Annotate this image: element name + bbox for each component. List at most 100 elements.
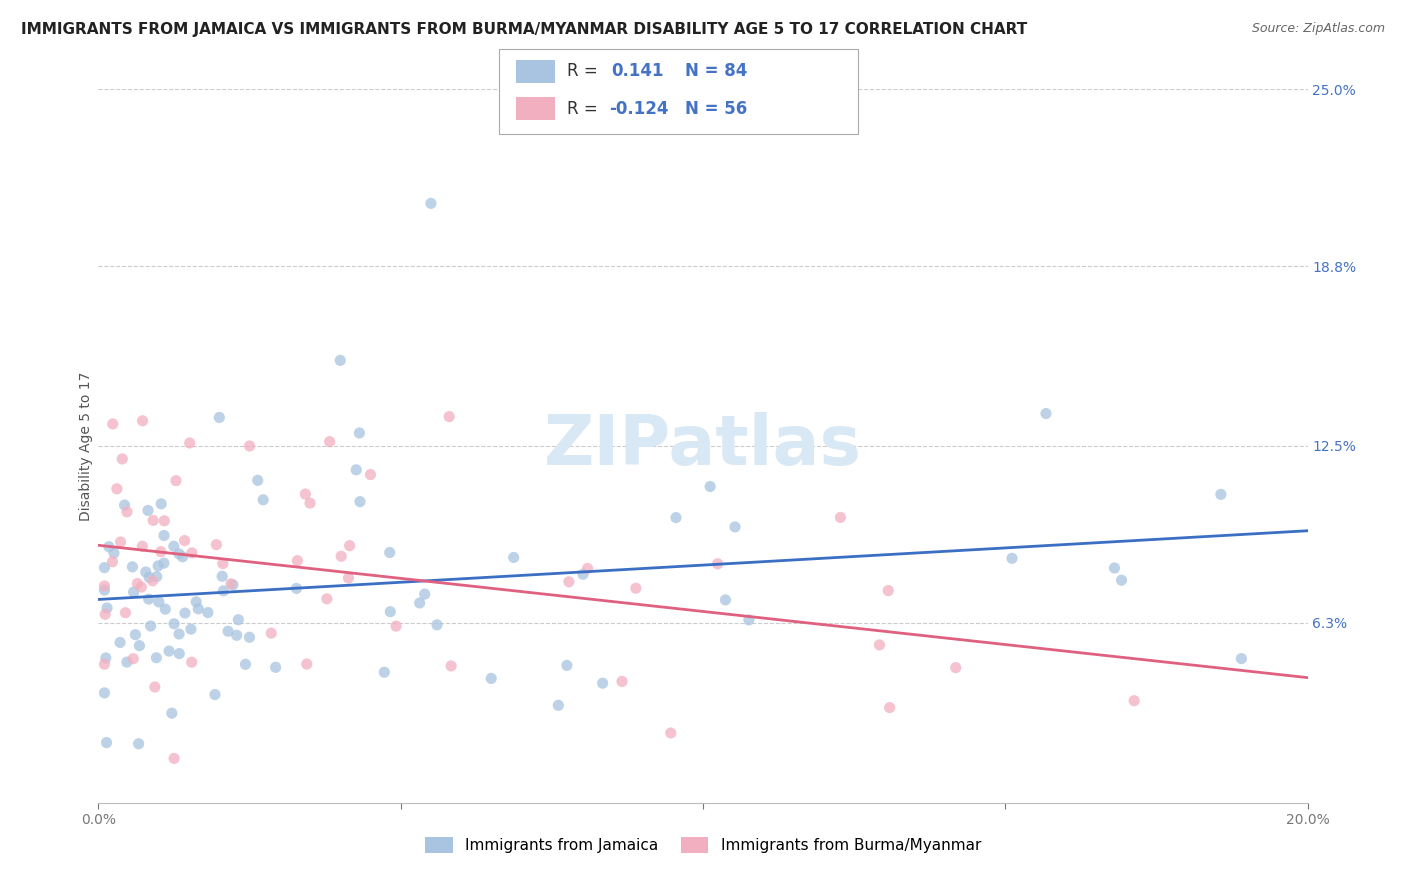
Point <box>180 622 202 636</box>
Point <box>479 672 502 686</box>
Point <box>1001 551 1024 566</box>
Point <box>186 595 208 609</box>
Point <box>94 607 117 622</box>
Point <box>101 555 124 569</box>
Point <box>149 544 172 558</box>
Point <box>592 676 614 690</box>
Point <box>420 196 443 211</box>
Point <box>877 583 900 598</box>
Point <box>235 657 257 672</box>
Point <box>172 549 194 564</box>
Point <box>264 660 287 674</box>
Point <box>285 582 308 596</box>
Point <box>329 353 352 368</box>
Point <box>180 546 202 560</box>
Point <box>153 556 176 570</box>
Point <box>148 595 170 609</box>
Point <box>143 680 166 694</box>
Point <box>238 630 260 644</box>
Point <box>380 605 402 619</box>
Point <box>239 439 262 453</box>
Point <box>212 583 235 598</box>
Text: N = 84: N = 84 <box>685 62 747 80</box>
Point <box>373 665 395 680</box>
Point <box>413 587 436 601</box>
Point <box>349 494 371 508</box>
Point <box>706 557 728 571</box>
Text: R =: R = <box>567 100 598 118</box>
Y-axis label: Disability Age 5 to 17: Disability Age 5 to 17 <box>79 371 93 521</box>
Text: ZIPatlas: ZIPatlas <box>544 412 862 480</box>
Point <box>385 619 408 633</box>
Point <box>1123 694 1146 708</box>
Point <box>111 452 134 467</box>
Point <box>157 644 180 658</box>
Point <box>165 474 187 488</box>
Point <box>572 567 595 582</box>
Point <box>665 510 688 524</box>
Point <box>699 479 721 493</box>
Point <box>408 596 430 610</box>
Point <box>287 554 309 568</box>
Point <box>127 576 149 591</box>
Point <box>128 737 150 751</box>
Point <box>174 606 197 620</box>
Text: -0.124: -0.124 <box>609 100 668 118</box>
Point <box>167 627 190 641</box>
Point <box>547 698 569 713</box>
Point <box>344 463 367 477</box>
Point <box>208 410 231 425</box>
Point <box>163 616 186 631</box>
Point <box>103 546 125 560</box>
Point <box>122 585 145 599</box>
Point <box>440 659 463 673</box>
Point <box>315 591 337 606</box>
Point <box>138 570 160 584</box>
Point <box>869 638 891 652</box>
Point <box>226 613 249 627</box>
Point <box>93 583 115 598</box>
Point <box>222 578 245 592</box>
Point <box>160 706 183 721</box>
Point <box>1104 561 1126 575</box>
Point <box>131 539 153 553</box>
Point <box>659 726 682 740</box>
Point <box>738 613 761 627</box>
Point <box>153 528 176 542</box>
Point <box>110 535 132 549</box>
Text: 0.141: 0.141 <box>612 62 664 80</box>
Point <box>115 655 138 669</box>
Point <box>205 538 228 552</box>
Point <box>122 651 145 665</box>
Point <box>145 650 167 665</box>
Point <box>124 628 146 642</box>
Point <box>167 547 190 561</box>
Point <box>180 655 202 669</box>
Point <box>212 557 235 571</box>
Point <box>378 545 401 559</box>
Point <box>1230 651 1253 665</box>
Point <box>96 601 118 615</box>
Point <box>426 617 449 632</box>
Point <box>108 635 131 649</box>
Point <box>93 560 115 574</box>
Point <box>576 561 599 575</box>
Point <box>252 492 274 507</box>
Point <box>1111 573 1133 587</box>
Point <box>145 569 167 583</box>
Point <box>299 496 322 510</box>
Point <box>219 576 242 591</box>
Point <box>131 414 153 428</box>
Point <box>114 606 136 620</box>
Point <box>101 417 124 431</box>
Point <box>318 434 340 449</box>
Point <box>150 497 173 511</box>
Point <box>724 520 747 534</box>
Point <box>1209 487 1232 501</box>
Point <box>96 736 118 750</box>
Point <box>105 482 128 496</box>
Point <box>294 487 316 501</box>
Point <box>225 628 247 642</box>
Point <box>97 540 120 554</box>
Point <box>115 505 138 519</box>
